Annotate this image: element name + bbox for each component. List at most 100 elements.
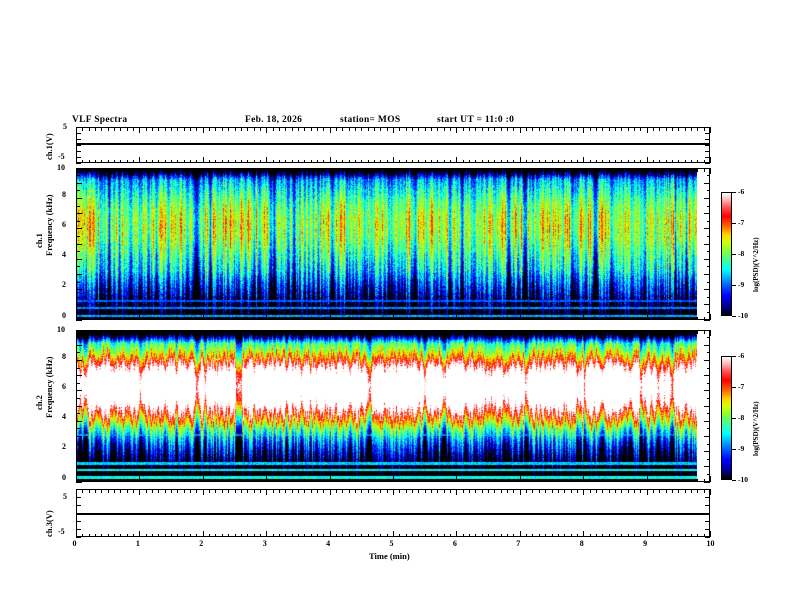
axis-tick	[405, 533, 407, 537]
axis-tick	[481, 159, 483, 163]
axis-tick	[259, 489, 261, 493]
axis-tick	[278, 316, 280, 320]
axis-tick	[706, 175, 710, 176]
axis-tick	[335, 316, 337, 320]
axis-tick	[690, 127, 692, 131]
axis-tick	[678, 159, 680, 163]
axis-tick	[152, 127, 153, 131]
axis-tick	[145, 168, 147, 172]
axis-tick	[82, 168, 84, 172]
axis-tick	[145, 316, 147, 320]
axis-tick	[316, 489, 318, 493]
axis-tick	[354, 489, 356, 493]
axis-tick	[627, 159, 629, 163]
ch1-colorbar-label--8: -8	[738, 249, 745, 258]
axis-tick	[76, 251, 80, 252]
axis-tick	[469, 489, 470, 493]
ch2-ytick-8: 8	[62, 352, 66, 361]
axis-tick	[706, 428, 710, 430]
axis-tick	[373, 489, 375, 493]
axis-tick	[570, 127, 572, 131]
axis-tick	[659, 478, 661, 482]
axis-tick	[469, 478, 470, 482]
axis-tick	[583, 157, 585, 163]
axis-tick	[76, 157, 77, 163]
axis-tick	[704, 375, 710, 376]
axis-tick	[183, 168, 185, 172]
axis-tick	[706, 266, 710, 268]
axis-tick	[114, 478, 115, 482]
axis-tick	[513, 489, 515, 493]
axis-tick	[342, 316, 344, 320]
axis-tick	[633, 316, 635, 320]
axis-tick	[190, 533, 191, 537]
ch2-colorbar-label--10: -10	[738, 475, 748, 484]
axis-tick	[82, 330, 84, 334]
axis-tick	[76, 390, 82, 392]
axis-tick	[76, 235, 80, 237]
axis-tick	[519, 531, 521, 537]
axis-tick	[158, 533, 160, 537]
axis-tick	[652, 316, 654, 320]
axis-tick	[253, 533, 255, 537]
axis-tick	[462, 168, 464, 172]
axis-tick	[462, 478, 464, 482]
axis-tick	[494, 489, 496, 493]
axis-tick	[551, 489, 553, 493]
axis-tick	[412, 489, 413, 493]
axis-tick	[475, 478, 477, 482]
axis-tick	[684, 330, 686, 334]
axis-tick	[469, 127, 470, 131]
axis-tick	[76, 367, 80, 369]
axis-tick	[710, 314, 711, 320]
axis-tick	[164, 478, 166, 482]
axis-tick	[710, 489, 711, 495]
axis-tick	[329, 531, 331, 537]
axis-tick	[500, 489, 502, 493]
axis-tick	[443, 489, 445, 493]
axis-tick	[107, 168, 109, 172]
axis-tick	[614, 478, 616, 482]
axis-tick	[215, 330, 217, 334]
axis-tick	[412, 127, 413, 131]
axis-tick	[196, 533, 198, 537]
axis-tick	[633, 168, 635, 172]
axis-tick	[706, 281, 710, 283]
ch3-voltage-axis-label: ch.3(V)	[44, 510, 54, 537]
axis-tick	[114, 489, 115, 493]
axis-tick	[373, 168, 375, 172]
axis-tick	[431, 478, 432, 482]
axis-tick	[95, 168, 96, 172]
axis-tick	[437, 316, 439, 320]
axis-tick	[101, 489, 103, 493]
axis-tick	[684, 533, 686, 537]
axis-tick	[538, 316, 540, 320]
axis-tick	[76, 311, 80, 313]
axis-tick	[247, 330, 249, 334]
axis-tick	[488, 316, 489, 320]
axis-tick	[139, 127, 141, 133]
axis-tick	[228, 168, 230, 172]
axis-tick	[646, 168, 648, 174]
axis-tick	[627, 489, 629, 493]
axis-tick	[602, 159, 604, 163]
axis-tick	[386, 478, 388, 482]
axis-tick	[494, 127, 496, 131]
ch2-ytick-2: 2	[62, 442, 66, 451]
axis-tick	[678, 330, 680, 334]
station-label: station= MOS	[340, 115, 401, 125]
axis-tick	[120, 533, 122, 537]
axis-tick	[538, 168, 540, 172]
ch2-colorbar-caption: log(PSD)(V^2/Hz)	[752, 401, 760, 456]
axis-tick	[133, 330, 134, 334]
axis-tick	[310, 489, 312, 493]
axis-tick	[278, 489, 280, 493]
ch1-ytick-2: 2	[62, 280, 66, 289]
axis-tick	[171, 316, 172, 320]
ch1-colorbar-tick	[732, 315, 736, 317]
axis-tick	[665, 478, 667, 482]
axis-tick	[704, 304, 710, 306]
ch2-colorbar	[721, 356, 732, 480]
axis-tick	[665, 533, 667, 537]
